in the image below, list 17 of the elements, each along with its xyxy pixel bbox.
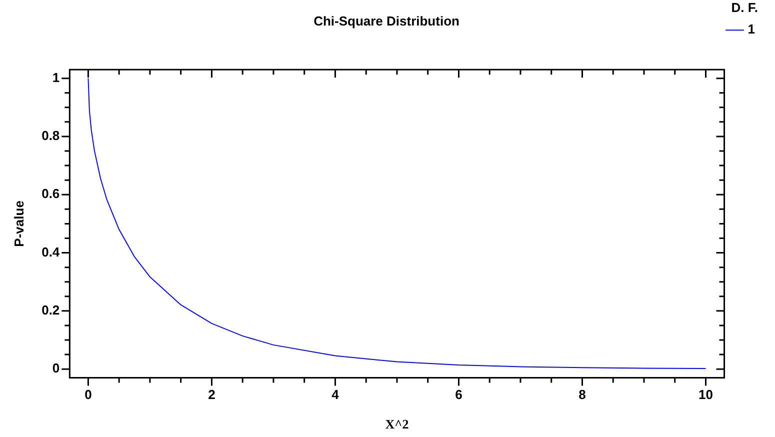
chart-title: Chi-Square Distribution [314,13,460,28]
x-axis-title: X^2 [385,416,409,432]
y-axis-title: P-value [11,200,26,247]
x-tick-label: 2 [208,387,216,402]
y-tick-label: 0 [52,360,60,376]
y-tick-label: 0.8 [42,128,60,144]
x-tick-label: 8 [578,387,586,402]
legend-label: 1 [748,22,756,37]
y-tick-label: 0.2 [42,302,60,318]
x-tick-label: 10 [698,387,713,402]
y-tick-label: 0.6 [42,186,60,202]
x-tick-label: 6 [455,387,462,402]
y-tick-label: 1 [52,70,60,85]
legend-title: D. F. [731,0,758,16]
x-tick-label: 4 [332,387,340,402]
y-tick-label: 0.4 [42,244,60,260]
x-tick-label: 0 [84,387,92,402]
